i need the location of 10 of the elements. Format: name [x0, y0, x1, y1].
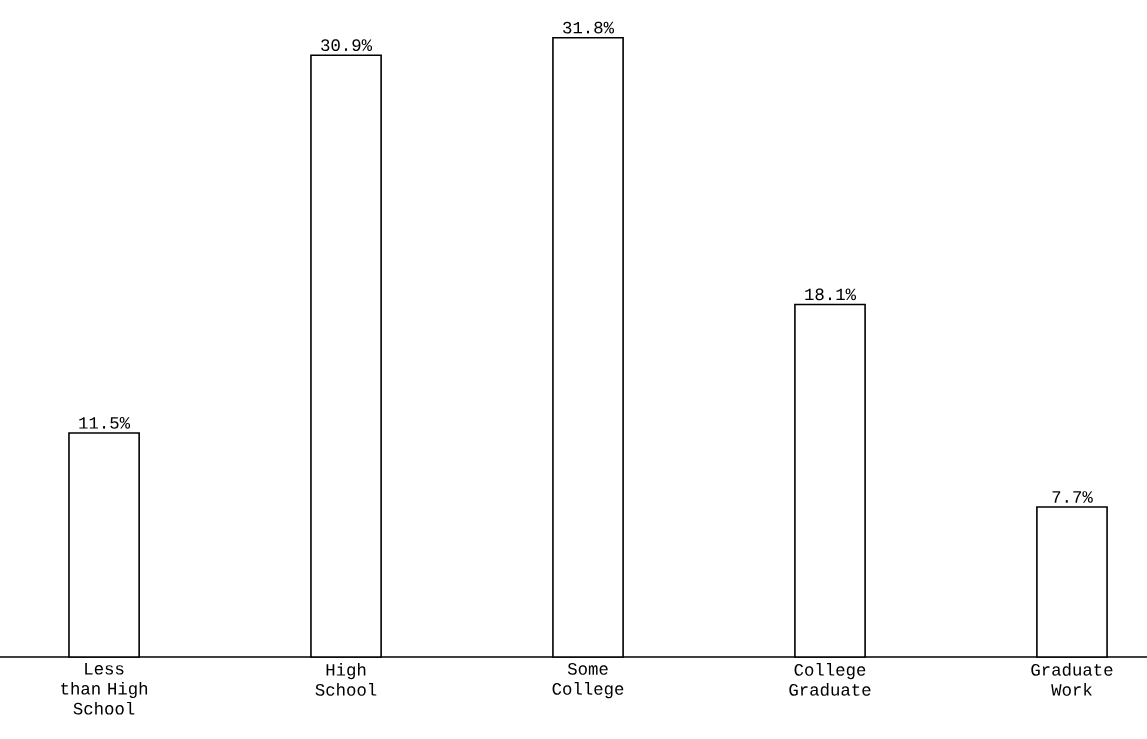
x-tick-label: Graduate Work: [1031, 663, 1113, 696]
x-tick-label: High School: [315, 663, 377, 696]
data-label: 11.5%: [79, 417, 131, 429]
x-tick-label: College Graduate: [789, 663, 871, 696]
data-label: 30.9%: [321, 39, 373, 52]
data-label: 31.8%: [563, 21, 615, 34]
data-label: 18.1%: [805, 288, 857, 301]
x-tick-label: Less than High School: [61, 663, 148, 715]
x-tick-label: Some College: [552, 663, 624, 699]
data-label: 7.7%: [1052, 491, 1093, 503]
